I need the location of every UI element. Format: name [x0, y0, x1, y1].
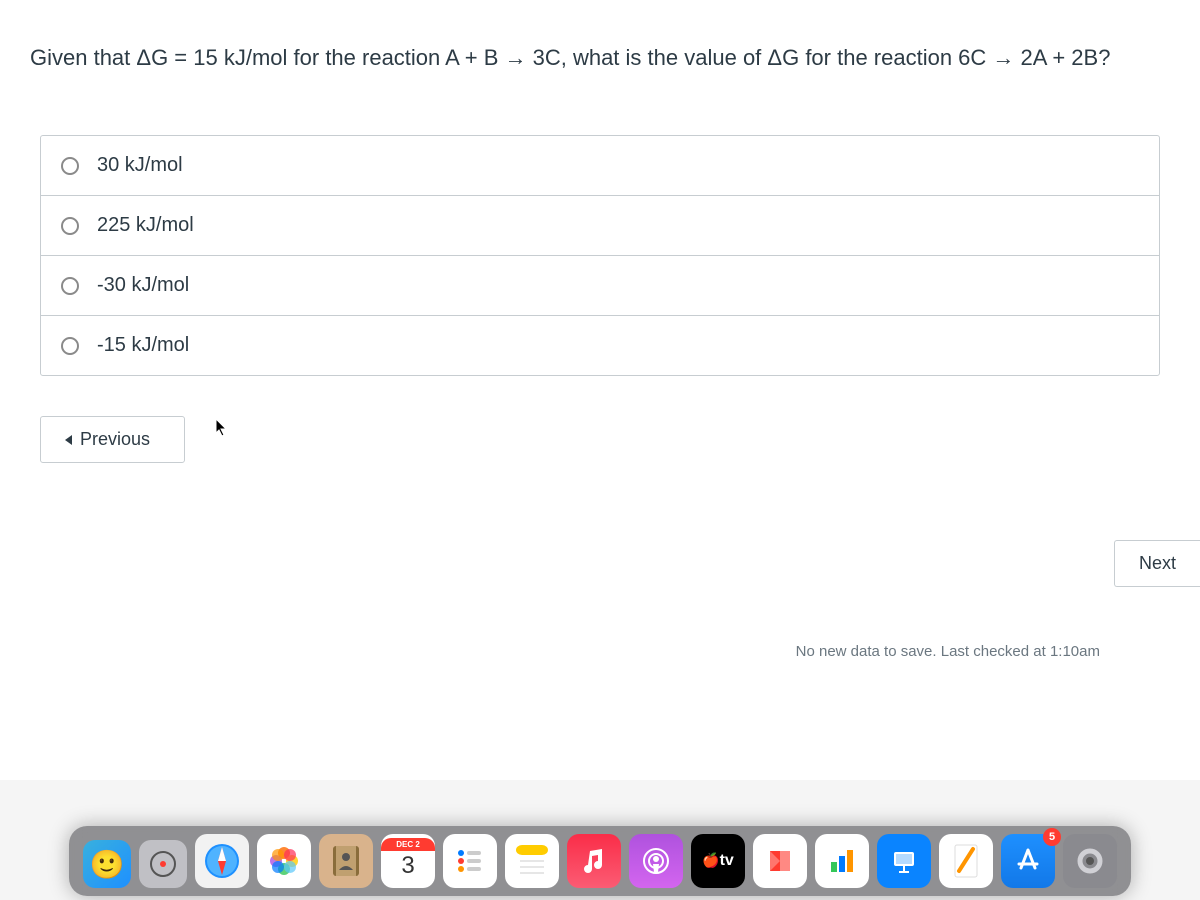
photos-flower-icon	[266, 843, 302, 879]
compass-icon	[202, 841, 242, 881]
option-label: -15 kJ/mol	[97, 334, 189, 357]
safari-icon[interactable]	[195, 834, 249, 888]
previous-button[interactable]: Previous	[40, 416, 185, 463]
launchpad-icon[interactable]	[139, 840, 187, 888]
options-box: 30 kJ/mol 225 kJ/mol -30 kJ/mol -15 kJ/m…	[40, 135, 1160, 376]
contacts-book-icon	[331, 844, 361, 878]
podcasts-icon[interactable]	[629, 834, 683, 888]
finder-icon[interactable]: 🙂	[83, 840, 131, 888]
calendar-month-label: DEC 2	[381, 838, 435, 851]
music-icon[interactable]	[567, 834, 621, 888]
option-row-1[interactable]: 30 kJ/mol	[41, 136, 1159, 196]
contacts-icon[interactable]	[319, 834, 373, 888]
keynote-icon[interactable]	[877, 834, 931, 888]
question-text: Given that ΔG = 15 kJ/mol for the reacti…	[20, 40, 1180, 75]
option-row-4[interactable]: -15 kJ/mol	[41, 316, 1159, 375]
dock-wrap: 🙂 DEC 2 3	[0, 800, 1200, 900]
reminders-list-icon	[455, 846, 485, 876]
option-label: 30 kJ/mol	[97, 154, 183, 177]
appstore-icon[interactable]: 5	[1001, 834, 1055, 888]
previous-label: Previous	[80, 429, 150, 450]
launchpad-glyph-icon	[148, 849, 178, 879]
option-label: 225 kJ/mol	[97, 214, 194, 237]
finder-face-icon: 🙂	[90, 848, 125, 881]
radio-icon[interactable]	[61, 217, 79, 235]
radio-icon[interactable]	[61, 157, 79, 175]
radio-icon[interactable]	[61, 337, 79, 355]
next-button[interactable]: Next	[1114, 540, 1200, 587]
option-row-2[interactable]: 225 kJ/mol	[41, 196, 1159, 256]
pages-icon[interactable]	[939, 834, 993, 888]
calendar-day-label: 3	[401, 852, 414, 880]
appstore-badge: 5	[1043, 828, 1061, 846]
pages-pen-icon	[951, 843, 981, 879]
photos-icon[interactable]	[257, 834, 311, 888]
gear-icon	[1073, 844, 1107, 878]
nav-row: Previous	[20, 416, 1180, 463]
keynote-glyph-icon	[889, 846, 919, 876]
reminders-icon[interactable]	[443, 834, 497, 888]
numbers-chart-icon	[827, 846, 857, 876]
system-preferences-icon[interactable]	[1063, 834, 1117, 888]
calendar-icon[interactable]: DEC 2 3	[381, 834, 435, 888]
music-note-icon	[580, 847, 608, 875]
notes-glyph-icon	[512, 841, 552, 881]
news-glyph-icon	[765, 846, 795, 876]
numbers-icon[interactable]	[815, 834, 869, 888]
radio-icon[interactable]	[61, 277, 79, 295]
option-label: -30 kJ/mol	[97, 274, 189, 297]
appletv-icon[interactable]: 🍎tv	[691, 834, 745, 888]
notes-icon[interactable]	[505, 834, 559, 888]
option-row-3[interactable]: -30 kJ/mol	[41, 256, 1159, 316]
next-label: Next	[1139, 553, 1176, 574]
news-icon[interactable]	[753, 834, 807, 888]
quiz-container: Given that ΔG = 15 kJ/mol for the reacti…	[0, 0, 1200, 780]
save-status: No new data to save. Last checked at 1:1…	[796, 643, 1100, 660]
chevron-left-icon	[65, 435, 72, 445]
dock: 🙂 DEC 2 3	[69, 826, 1131, 896]
appstore-a-icon	[1013, 846, 1043, 876]
podcasts-glyph-icon	[641, 846, 671, 876]
tv-label: 🍎tv	[702, 852, 734, 870]
